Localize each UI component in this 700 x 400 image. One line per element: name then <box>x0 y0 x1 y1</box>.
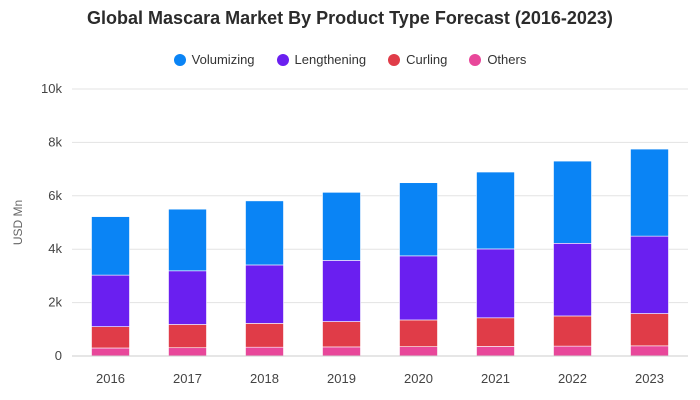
bar-segment-curling-2018[interactable] <box>245 323 284 348</box>
legend-item-volumizing[interactable]: Volumizing <box>173 52 255 67</box>
bar-segment-lengthening-2020[interactable] <box>399 255 438 321</box>
bar-segment-lengthening-2019[interactable] <box>322 260 361 322</box>
bar-segment-others-2020[interactable] <box>399 346 438 357</box>
x-tick-label: 2019 <box>327 371 356 386</box>
legend-item-curling[interactable]: Curling <box>388 52 447 67</box>
x-tick-label: 2022 <box>558 371 587 386</box>
legend-label-lengthening: Lengthening <box>294 52 367 67</box>
legend-item-lengthening[interactable]: Lengthening <box>276 52 367 67</box>
bar-segment-others-2018[interactable] <box>245 346 284 357</box>
legend-label-others: Others <box>487 52 527 67</box>
legend-swatch-lengthening <box>276 53 289 66</box>
legend-swatch-volumizing <box>173 53 186 66</box>
bar-segment-others-2019[interactable] <box>322 346 361 357</box>
x-tick-label: 2017 <box>173 371 202 386</box>
legend-item-others[interactable]: Others <box>469 52 526 67</box>
y-axis-label: USD Mn <box>11 200 25 245</box>
bar-segment-volumizing-2023[interactable] <box>630 148 669 237</box>
legend-swatch-curling <box>388 53 401 66</box>
bar-segment-curling-2021[interactable] <box>476 317 515 347</box>
legend-swatch-others <box>469 53 482 66</box>
x-tick-label: 2023 <box>635 371 664 386</box>
x-tick-label: 2020 <box>404 371 433 386</box>
bar-segment-curling-2017[interactable] <box>168 324 207 349</box>
bar-segment-others-2023[interactable] <box>630 345 669 357</box>
legend-label-curling: Curling <box>406 52 448 67</box>
x-tick-label: 2016 <box>96 371 125 386</box>
bar-segment-volumizing-2018[interactable] <box>245 200 284 266</box>
y-tick-label: 2k <box>48 295 62 310</box>
bar-segment-volumizing-2019[interactable] <box>322 192 361 261</box>
bar-segment-others-2021[interactable] <box>476 346 515 357</box>
chart-title: Global Mascara Market By Product Type Fo… <box>87 8 613 28</box>
bar-segment-volumizing-2017[interactable] <box>168 208 207 272</box>
y-tick-label: 8k <box>48 134 62 149</box>
bar-segment-lengthening-2018[interactable] <box>245 264 284 324</box>
bar-segment-lengthening-2022[interactable] <box>553 243 592 317</box>
bar-segment-others-2022[interactable] <box>553 345 592 357</box>
bar-segment-volumizing-2022[interactable] <box>553 160 592 244</box>
bar-segment-curling-2019[interactable] <box>322 321 361 348</box>
bar-segment-curling-2022[interactable] <box>553 315 592 347</box>
y-tick-label: 4k <box>48 241 62 256</box>
x-tick-label: 2021 <box>481 371 510 386</box>
y-tick-label: 6k <box>48 188 62 203</box>
bar-segment-curling-2020[interactable] <box>399 319 438 347</box>
bar-segment-lengthening-2021[interactable] <box>476 248 515 319</box>
bar-segment-volumizing-2021[interactable] <box>476 171 515 250</box>
bar-segment-volumizing-2016[interactable] <box>91 216 130 276</box>
bar-segment-volumizing-2020[interactable] <box>399 182 438 257</box>
bar-segment-lengthening-2017[interactable] <box>168 270 207 325</box>
bar-segment-curling-2023[interactable] <box>630 313 669 347</box>
x-tick-label: 2018 <box>250 371 279 386</box>
bar-segment-others-2016[interactable] <box>91 347 130 357</box>
legend-label-volumizing: Volumizing <box>191 52 255 67</box>
bar-segment-lengthening-2016[interactable] <box>91 274 130 327</box>
bar-segment-lengthening-2023[interactable] <box>630 235 669 314</box>
y-tick-label: 0 <box>55 348 62 363</box>
bar-segment-others-2017[interactable] <box>168 347 207 357</box>
chart-legend: Volumizing Lengthening Curling Others <box>0 52 700 67</box>
bar-segment-curling-2016[interactable] <box>91 326 130 349</box>
y-tick-label: 10k <box>41 81 62 96</box>
